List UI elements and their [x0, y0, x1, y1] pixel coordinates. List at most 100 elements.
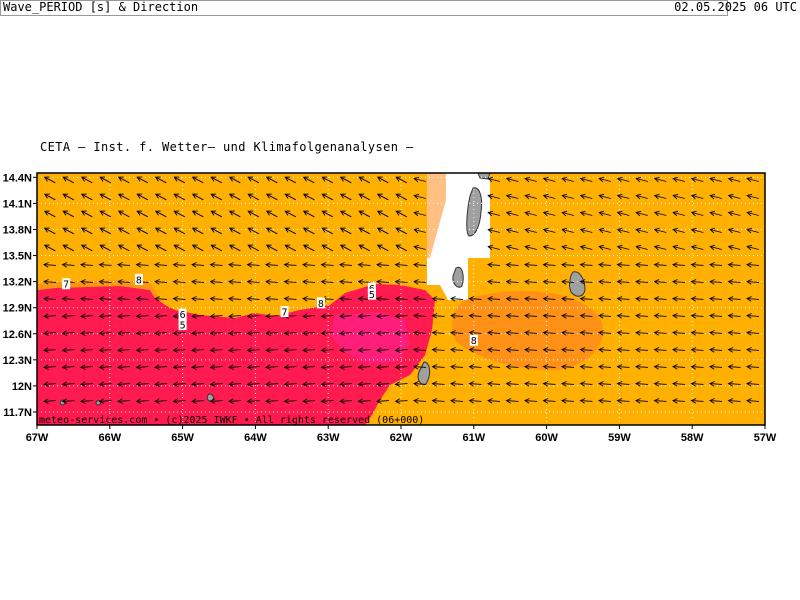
- lon-tick-label: 67W: [26, 432, 49, 444]
- direction-arrow: [746, 364, 760, 370]
- direction-arrow: [283, 262, 297, 268]
- direction-arrow: [173, 227, 186, 235]
- direction-arrow: [431, 313, 445, 319]
- direction-arrow: [247, 193, 260, 201]
- direction-arrow: [709, 330, 723, 336]
- direction-arrow: [172, 262, 186, 268]
- lat-tick-label: 13.2N: [3, 277, 32, 289]
- direction-arrow: [284, 176, 297, 184]
- contour-label: 7: [63, 280, 69, 291]
- direction-arrow: [690, 347, 704, 353]
- direction-arrow: [210, 244, 223, 252]
- direction-arrow: [542, 176, 556, 183]
- direction-arrow: [561, 279, 575, 285]
- direction-arrow: [561, 347, 575, 353]
- direction-arrow: [191, 313, 205, 319]
- direction-arrow: [228, 364, 242, 370]
- lat-tick-label: 13.5N: [3, 251, 32, 263]
- direction-arrow: [173, 176, 186, 184]
- direction-arrow: [542, 296, 556, 302]
- direction-arrow: [727, 330, 741, 336]
- direction-arrow: [376, 296, 390, 302]
- direction-arrow: [524, 210, 537, 217]
- direction-arrow: [43, 210, 56, 218]
- direction-arrow: [358, 244, 371, 252]
- lon-tick-label: 62W: [390, 432, 413, 444]
- direction-arrow: [450, 381, 464, 387]
- direction-arrow: [117, 227, 130, 235]
- direction-arrows: [43, 176, 760, 404]
- direction-arrow: [172, 398, 186, 404]
- direction-arrow: [635, 398, 649, 404]
- direction-arrow: [98, 279, 112, 285]
- direction-arrow: [672, 398, 686, 404]
- direction-arrow: [394, 398, 408, 404]
- direction-arrow: [579, 398, 593, 404]
- direction-arrow: [672, 262, 686, 268]
- direction-arrow: [395, 210, 408, 218]
- direction-arrow: [616, 262, 630, 268]
- direction-arrow: [413, 398, 427, 404]
- direction-arrow: [450, 398, 464, 404]
- lon-tick-label: 63W: [317, 432, 340, 444]
- direction-arrow: [542, 381, 556, 387]
- direction-arrow: [302, 176, 315, 184]
- direction-arrow: [672, 244, 685, 251]
- islands: [59, 172, 586, 406]
- direction-arrow: [302, 210, 315, 218]
- direction-arrow: [376, 227, 389, 235]
- direction-arrow: [431, 398, 445, 404]
- direction-arrow: [61, 296, 75, 302]
- direction-arrow: [302, 227, 315, 235]
- direction-arrow: [616, 313, 630, 319]
- direction-arrow: [635, 330, 649, 336]
- direction-arrow: [320, 313, 334, 319]
- direction-arrow: [99, 244, 112, 252]
- direction-arrow: [561, 262, 575, 268]
- direction-arrow: [579, 176, 593, 183]
- direction-arrow: [209, 262, 223, 268]
- lon-tick-label: 64W: [244, 432, 267, 444]
- direction-arrow: [746, 296, 760, 302]
- direction-arrow: [246, 347, 260, 353]
- direction-arrow: [246, 364, 260, 370]
- direction-arrow: [468, 381, 482, 387]
- direction-arrow: [98, 330, 112, 336]
- direction-arrow: [561, 313, 575, 319]
- direction-arrow: [561, 176, 574, 183]
- direction-arrow: [413, 364, 427, 370]
- direction-arrow: [394, 262, 408, 268]
- direction-arrow: [542, 398, 556, 404]
- direction-arrow: [321, 210, 334, 218]
- direction-arrow: [320, 330, 334, 336]
- direction-arrow: [283, 364, 297, 370]
- direction-arrow: [690, 313, 704, 319]
- direction-arrow: [709, 244, 722, 251]
- direction-arrow: [358, 210, 371, 218]
- direction-arrow: [672, 176, 685, 183]
- direction-arrow: [727, 347, 741, 353]
- direction-arrow: [62, 193, 75, 201]
- direction-arrow: [191, 347, 205, 353]
- direction-arrow: [246, 313, 260, 319]
- direction-arrow: [358, 176, 371, 184]
- direction-arrow: [357, 381, 371, 387]
- direction-arrow: [672, 296, 686, 302]
- direction-arrow: [616, 398, 630, 404]
- field-4-5s: [330, 312, 410, 365]
- direction-arrow: [524, 398, 538, 404]
- direction-arrow: [320, 364, 334, 370]
- direction-arrow: [579, 296, 593, 302]
- direction-arrow: [80, 398, 94, 404]
- direction-arrow: [598, 279, 612, 285]
- direction-arrow: [394, 330, 408, 336]
- direction-arrow: [376, 262, 390, 268]
- direction-arrow: [616, 364, 630, 370]
- direction-arrow: [228, 193, 241, 201]
- direction-arrow: [709, 313, 723, 319]
- direction-arrow: [358, 193, 371, 201]
- contour-label: 5: [369, 290, 375, 301]
- direction-arrow: [524, 244, 537, 251]
- island-shape: [452, 266, 464, 288]
- direction-arrow: [265, 227, 278, 235]
